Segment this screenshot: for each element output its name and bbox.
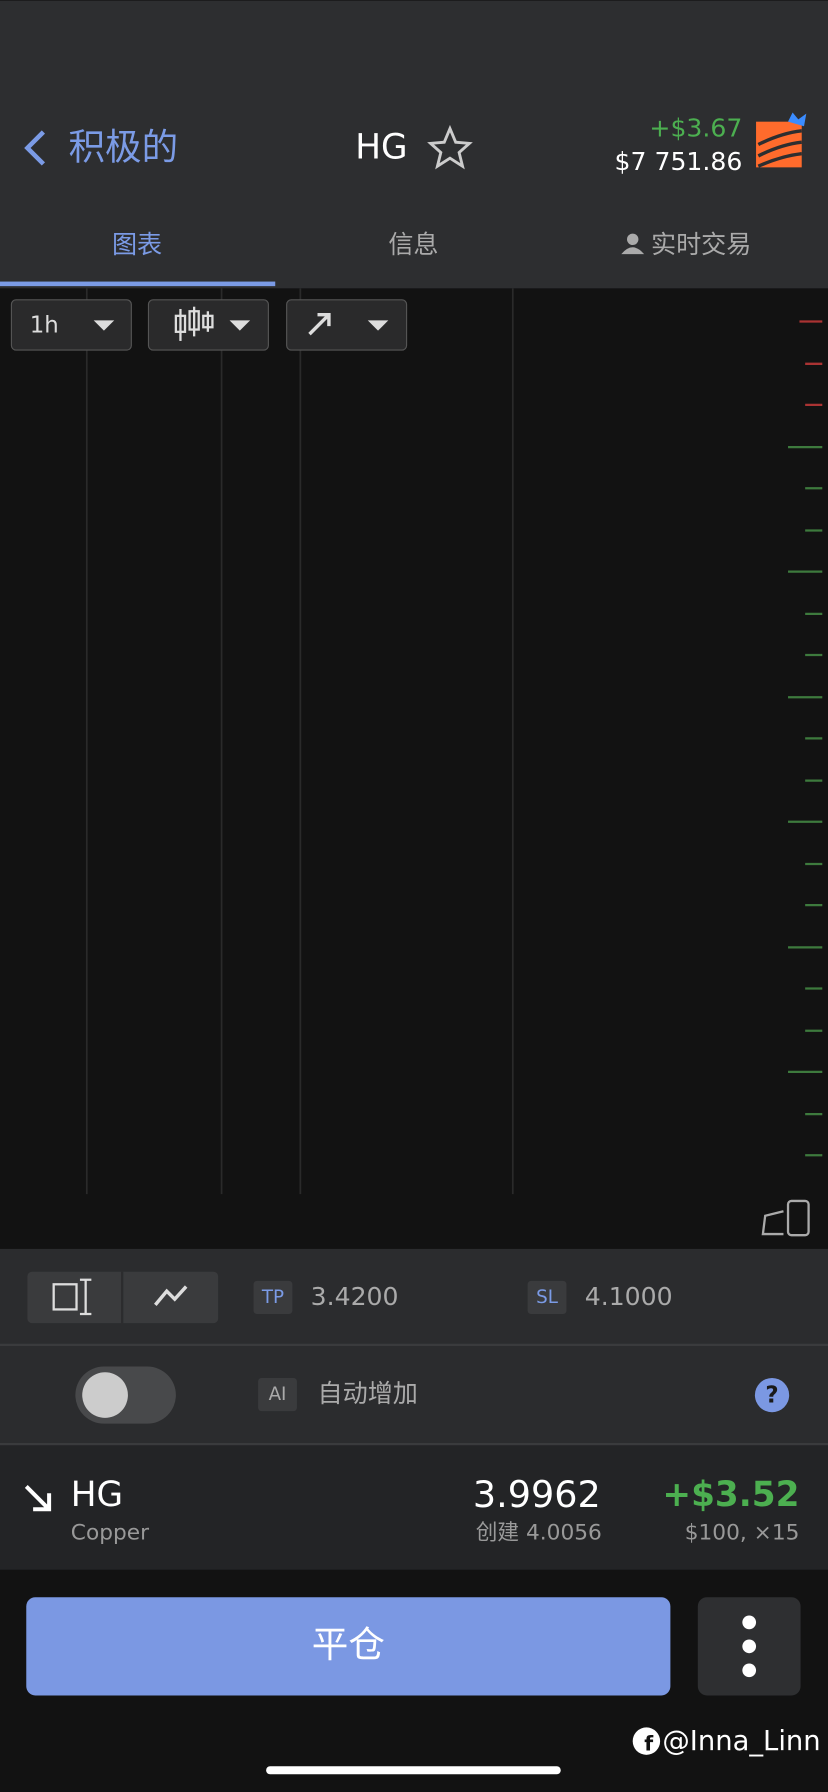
tp-value[interactable]: 3.4200 bbox=[311, 1282, 399, 1311]
toggle[interactable] bbox=[75, 1366, 176, 1424]
sl-value[interactable]: 4.1000 bbox=[585, 1282, 673, 1311]
logo bbox=[756, 112, 807, 168]
tab-chart[interactable]: 图表 bbox=[112, 230, 162, 259]
axis-ticks bbox=[788, 320, 823, 1157]
back-label[interactable]: 积极的 bbox=[69, 126, 179, 169]
star-icon[interactable] bbox=[427, 124, 473, 170]
device-icon[interactable] bbox=[761, 1199, 810, 1237]
position-price: 3.9962 bbox=[473, 1473, 601, 1516]
direction-icon bbox=[24, 1485, 52, 1512]
tab-live[interactable]: 实时交易 bbox=[651, 230, 751, 259]
balance: $7 751.86 bbox=[615, 147, 743, 176]
position-name: Copper bbox=[71, 1520, 149, 1545]
ai-badge bbox=[258, 1377, 297, 1412]
person-icon bbox=[621, 233, 645, 255]
ai-label: AI bbox=[269, 1384, 287, 1405]
position-symbol: HG bbox=[71, 1475, 123, 1515]
tab-indicator bbox=[0, 281, 276, 287]
tp-badge bbox=[253, 1280, 293, 1314]
position-size: $100, ×15 bbox=[685, 1520, 800, 1545]
chart-bg bbox=[0, 288, 828, 1249]
account-pnl: +$3.67 bbox=[649, 114, 742, 143]
auto-label: 自动增加 bbox=[317, 1379, 417, 1408]
fb-icon: f bbox=[632, 1727, 661, 1756]
svg-text:?: ? bbox=[765, 1383, 778, 1409]
tp-label: TP bbox=[261, 1287, 284, 1308]
position-bg bbox=[0, 1445, 828, 1570]
header-bg bbox=[0, 0, 828, 289]
timeframe: 1h bbox=[30, 313, 59, 339]
draw-dropdown[interactable] bbox=[286, 299, 408, 351]
close-label: 平仓 bbox=[312, 1623, 385, 1666]
watermark: @Inna_Linn bbox=[662, 1726, 820, 1757]
sl-label: SL bbox=[536, 1287, 559, 1308]
v-grid bbox=[85, 288, 514, 1195]
sl-badge bbox=[527, 1280, 567, 1314]
more-button[interactable] bbox=[697, 1597, 801, 1696]
help-icon[interactable]: ? bbox=[754, 1377, 790, 1413]
back-icon[interactable] bbox=[24, 130, 46, 166]
symbol: HG bbox=[355, 128, 407, 168]
svg-text:f: f bbox=[644, 1732, 654, 1756]
home-indicator bbox=[266, 1766, 561, 1775]
close-button[interactable] bbox=[26, 1597, 671, 1696]
position-pnl: +$3.52 bbox=[662, 1475, 799, 1515]
chart-type-dropdown[interactable] bbox=[147, 299, 269, 351]
position-open: 创建 4.0056 bbox=[476, 1520, 602, 1545]
mode-buttons[interactable] bbox=[27, 1271, 219, 1324]
timeframe-dropdown[interactable]: 1h bbox=[10, 299, 132, 351]
tab-info[interactable]: 信息 bbox=[388, 230, 438, 259]
